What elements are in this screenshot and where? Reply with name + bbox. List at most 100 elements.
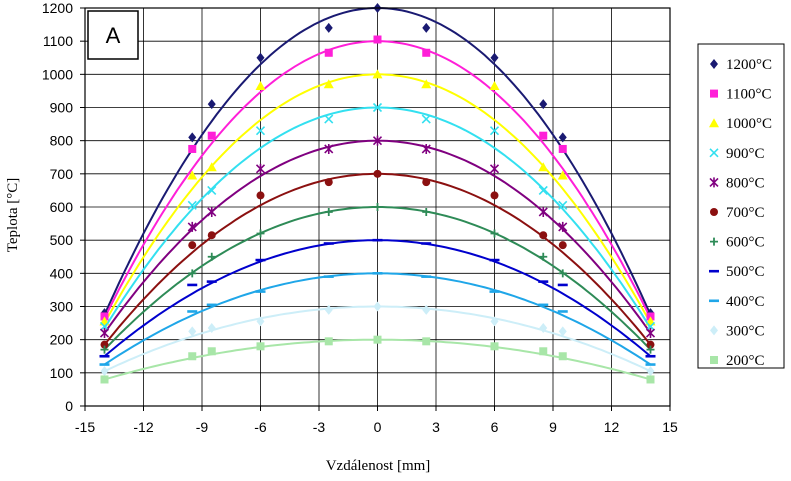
data-point xyxy=(373,335,382,344)
y-tick-label: 800 xyxy=(50,133,74,149)
x-tick-label: -9 xyxy=(196,419,209,435)
data-point xyxy=(324,143,334,154)
data-point xyxy=(188,326,197,337)
data-point xyxy=(188,132,197,143)
y-tick-label: 300 xyxy=(50,299,74,315)
data-point xyxy=(324,337,333,346)
data-point xyxy=(539,323,548,334)
data-point xyxy=(207,252,216,261)
panel-label-box: A xyxy=(87,10,139,60)
data-point xyxy=(490,191,499,200)
legend-marker xyxy=(709,148,719,158)
data-point xyxy=(99,328,110,339)
data-point xyxy=(206,162,217,172)
data-point xyxy=(558,132,567,143)
y-tick-label: 0 xyxy=(65,398,73,414)
legend-marker xyxy=(710,208,718,216)
y-tick-label: 400 xyxy=(50,265,74,281)
data-point xyxy=(646,375,655,384)
x-tick-label: 3 xyxy=(432,419,440,435)
data-point xyxy=(558,144,567,153)
data-point xyxy=(539,347,548,356)
data-point xyxy=(188,352,197,361)
data-point xyxy=(187,200,197,210)
legend-label: 200°C xyxy=(726,353,765,369)
data-point xyxy=(646,366,655,377)
data-point xyxy=(558,352,567,361)
y-tick-label: 100 xyxy=(50,365,74,381)
data-point xyxy=(373,35,382,44)
data-point xyxy=(422,304,431,315)
data-point xyxy=(539,99,548,110)
data-point xyxy=(372,69,383,79)
y-tick-label: 1200 xyxy=(42,0,73,16)
legend: 1200°C 1100°C 1000°C 900°C 800°C 700°C 600°C 50… xyxy=(697,43,785,369)
data-point xyxy=(646,345,655,354)
data-point xyxy=(207,231,216,240)
data-point xyxy=(188,269,197,278)
data-point xyxy=(324,207,333,216)
y-tick-label: 700 xyxy=(50,166,74,182)
data-point xyxy=(490,342,499,351)
data-point xyxy=(372,102,383,113)
data-point xyxy=(207,99,216,110)
data-point xyxy=(256,191,265,200)
data-point xyxy=(324,48,333,57)
data-point xyxy=(324,178,333,187)
data-point xyxy=(256,52,265,63)
x-tick-label: -6 xyxy=(254,419,267,435)
data-point xyxy=(99,321,110,331)
axes: -15 -12 -9 -6 -3 0 3 6 9 12 15 0 100 200 300 400 500 600 7… xyxy=(42,0,678,435)
data-point xyxy=(422,178,431,187)
data-point xyxy=(558,241,567,250)
data-point xyxy=(558,221,568,232)
data-point xyxy=(207,347,216,356)
x-tick-label: 6 xyxy=(491,419,499,435)
data-point xyxy=(324,114,334,124)
data-point xyxy=(188,144,197,153)
legend-marker xyxy=(710,325,718,336)
x-tick-label: 0 xyxy=(374,419,382,435)
legend-label: 500°C xyxy=(726,264,765,280)
legend-marker xyxy=(710,356,718,364)
legend-marker xyxy=(710,59,718,69)
data-point xyxy=(558,269,567,278)
x-axis-title: Vzdálenost [mm] xyxy=(326,458,431,474)
data-point xyxy=(645,321,656,331)
x-tick-label: 15 xyxy=(662,419,678,435)
data-point xyxy=(324,304,333,315)
data-point xyxy=(489,80,500,90)
data-point xyxy=(421,79,432,89)
legend-label: 1200°C xyxy=(726,57,772,73)
legend-marker xyxy=(710,89,718,98)
legend-label: 700°C xyxy=(726,205,765,221)
data-point xyxy=(422,337,431,346)
data-point xyxy=(255,163,266,174)
data-point xyxy=(490,52,499,63)
data-point xyxy=(100,375,109,384)
legend-frame xyxy=(697,43,785,369)
data-point xyxy=(421,143,431,154)
x-tick-label: -12 xyxy=(133,419,153,435)
data-point xyxy=(558,200,568,210)
y-tick-label: 600 xyxy=(50,199,74,215)
y-tick-label: 1000 xyxy=(42,66,73,82)
data-point xyxy=(207,206,217,217)
data-point xyxy=(538,185,548,195)
legend-label: 300°C xyxy=(726,323,765,339)
data-point xyxy=(323,79,334,89)
data-point xyxy=(100,366,109,377)
data-point xyxy=(489,126,500,136)
y-axis-title: Teplota [°C] xyxy=(5,178,21,253)
panel-label: A xyxy=(106,23,121,48)
data-point xyxy=(538,162,549,172)
data-point xyxy=(557,170,568,180)
data-point xyxy=(100,340,109,349)
data-point xyxy=(373,169,382,178)
x-tick-label: -15 xyxy=(75,419,95,435)
data-point xyxy=(422,207,431,216)
y-tick-label: 200 xyxy=(50,332,74,348)
legend-marker xyxy=(709,177,719,188)
legend-label: 400°C xyxy=(726,294,765,310)
